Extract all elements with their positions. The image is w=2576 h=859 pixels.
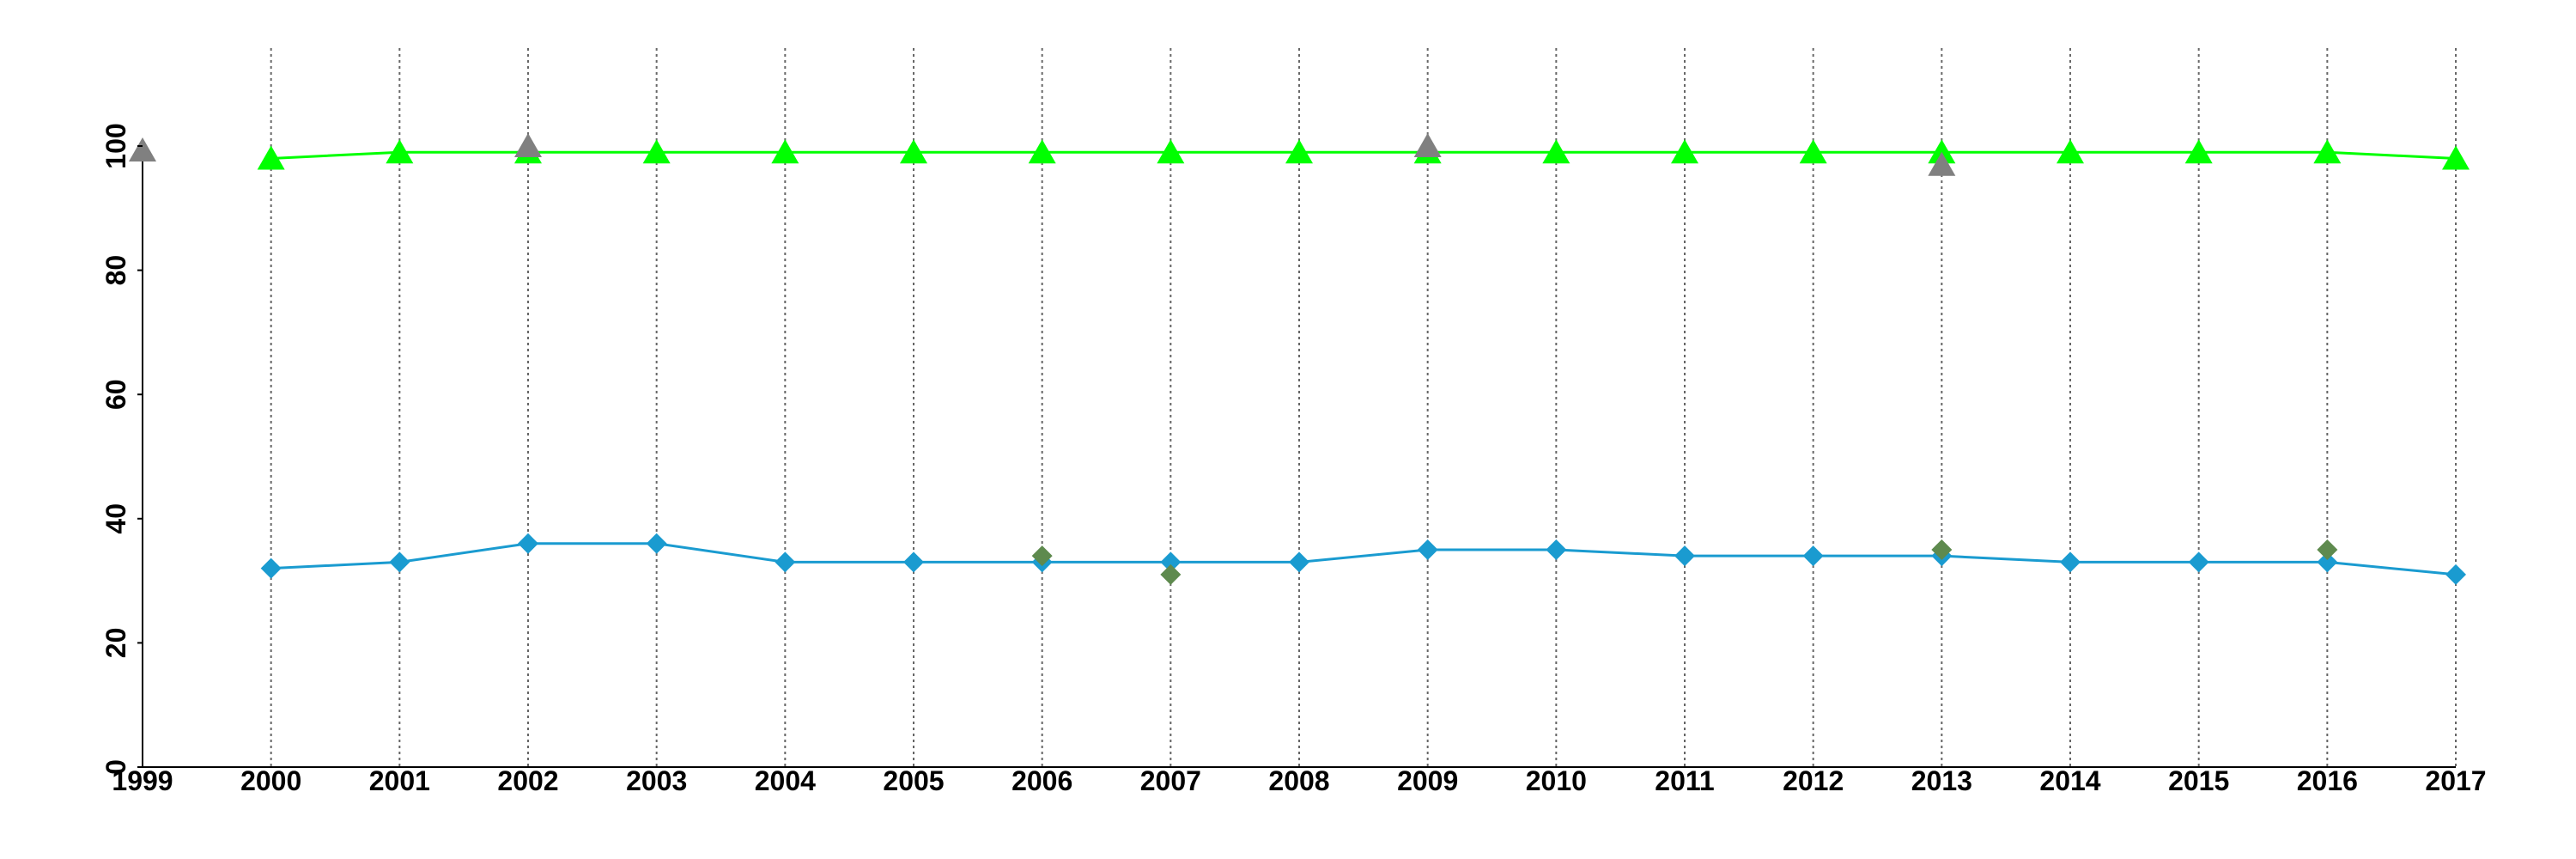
point <box>1542 139 1571 164</box>
y-tick-label: 100 <box>100 123 131 168</box>
x-tick-label: 2017 <box>2425 765 2486 796</box>
series-line <box>270 542 2457 576</box>
x-tick-label: 1999 <box>112 765 173 796</box>
point <box>900 139 927 164</box>
point <box>1031 545 1053 567</box>
axis-arrow <box>129 137 156 161</box>
x-tick-label: 2009 <box>1397 765 1458 796</box>
x-tick-label: 2006 <box>1012 765 1072 796</box>
point <box>1028 139 1056 164</box>
point <box>903 551 924 573</box>
point <box>1160 564 1182 585</box>
x-tick-label: 2016 <box>2297 765 2358 796</box>
x-tick-label: 2012 <box>1783 765 1844 796</box>
point <box>646 533 667 554</box>
point <box>1285 139 1313 164</box>
point <box>257 145 285 170</box>
x-tick-label: 2001 <box>369 765 430 796</box>
point <box>1546 539 1567 560</box>
point <box>2188 551 2209 573</box>
x-tick-label: 2014 <box>2039 765 2100 796</box>
x-tick-label: 2015 <box>2168 765 2229 796</box>
x-tick-label: 2008 <box>1268 765 1329 796</box>
x-tick-label: 2007 <box>1140 765 1201 796</box>
point <box>518 533 538 554</box>
x-tick-label: 2011 <box>1655 765 1714 796</box>
x-tick-label: 2004 <box>755 765 816 796</box>
point <box>775 551 796 573</box>
point <box>2184 139 2213 164</box>
point <box>514 133 542 157</box>
point <box>2445 564 2466 585</box>
point <box>1413 133 1442 157</box>
point <box>642 139 671 164</box>
x-tick-label: 2013 <box>1911 765 1972 796</box>
point <box>2317 539 2338 560</box>
point <box>1157 139 1185 164</box>
point <box>1160 551 1182 573</box>
x-tick-label: 2003 <box>626 765 687 796</box>
x-tick-label: 2000 <box>240 765 301 796</box>
y-tick-label: 0 <box>100 759 131 775</box>
point <box>2057 139 2084 164</box>
y-tick-label: 60 <box>100 379 131 410</box>
point <box>1931 539 1953 560</box>
point <box>1799 139 1827 164</box>
point <box>1289 551 1309 573</box>
point <box>1928 151 1956 176</box>
x-tick-label: 2002 <box>497 765 558 796</box>
point <box>2442 145 2470 170</box>
point <box>389 551 410 573</box>
point <box>1671 139 1698 164</box>
y-tick-label: 40 <box>100 503 131 534</box>
point <box>1802 545 1824 567</box>
point <box>386 139 414 164</box>
y-tick-label: 80 <box>100 255 131 286</box>
point <box>260 557 282 579</box>
point <box>2313 139 2342 164</box>
x-tick-label: 2010 <box>1526 765 1587 796</box>
point <box>1674 545 1695 567</box>
grid <box>270 48 2457 767</box>
point <box>1417 539 1438 560</box>
point <box>771 139 799 164</box>
point <box>2060 551 2081 573</box>
point <box>2317 551 2338 573</box>
x-tick-label: 2005 <box>883 765 944 796</box>
y-tick-label: 20 <box>100 628 131 659</box>
point <box>1928 139 1956 164</box>
series-line <box>270 150 2457 160</box>
